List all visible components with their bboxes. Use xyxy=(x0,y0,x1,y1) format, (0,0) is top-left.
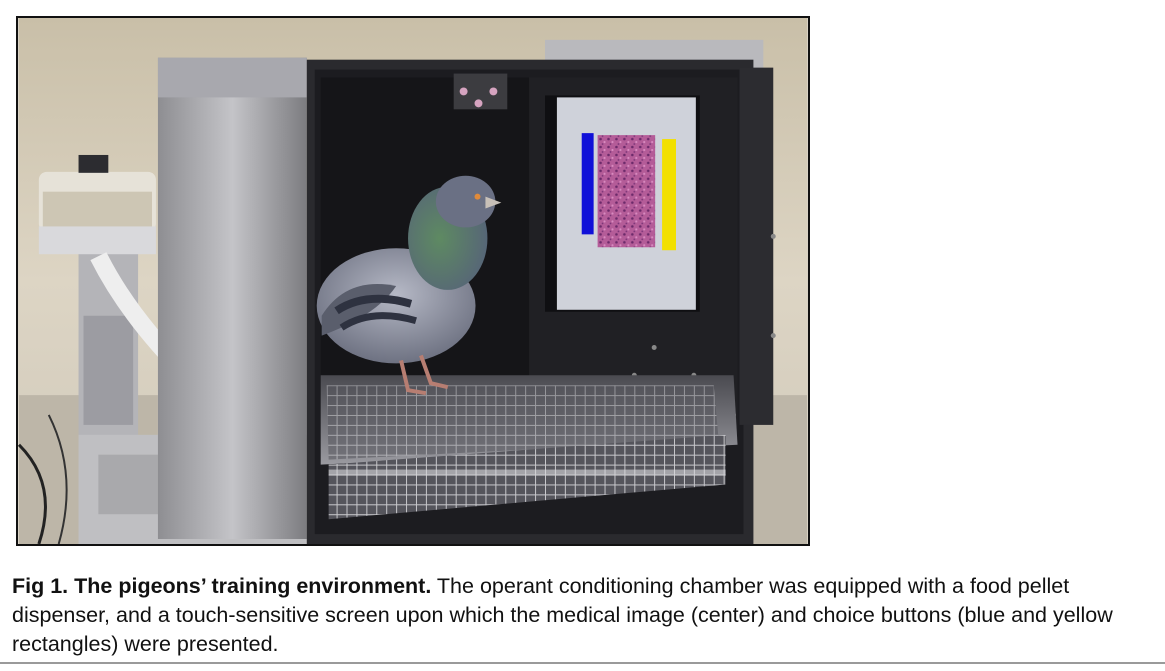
caption-label: Fig 1. xyxy=(12,574,69,598)
figure-caption: Fig 1. The pigeons’ training environment… xyxy=(12,572,1152,659)
yellow-choice-button xyxy=(662,139,676,251)
caption-title: The pigeons’ training environment. xyxy=(74,574,432,598)
medical-image xyxy=(597,135,656,248)
figure-photo xyxy=(16,16,810,546)
training-chamber-photo xyxy=(18,18,808,544)
touch-screen xyxy=(544,95,700,312)
bottom-divider xyxy=(0,662,1165,664)
caption-text: The operant conditioning chamber was equ… xyxy=(12,574,1113,656)
wire-grid-floor xyxy=(320,375,738,520)
blue-choice-button xyxy=(581,133,594,235)
pigeon xyxy=(316,175,502,396)
